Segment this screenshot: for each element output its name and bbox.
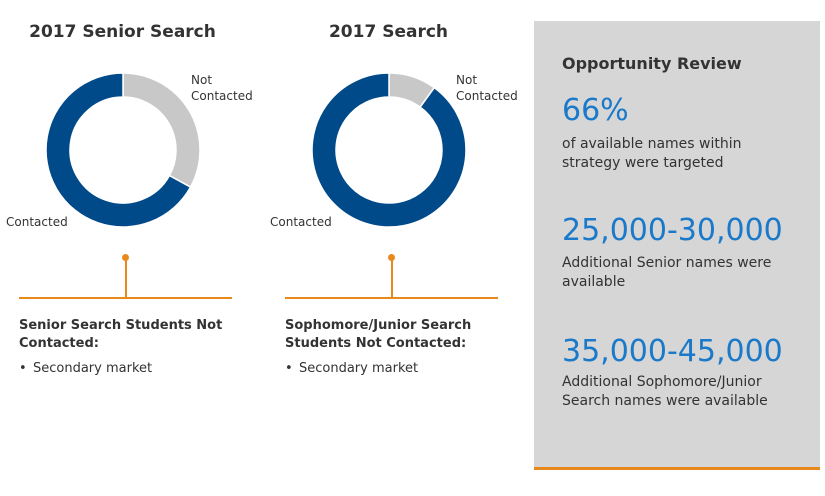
connector-rule <box>285 297 498 299</box>
soph-not-contacted-heading: Sophomore/Junior Search Students Not Con… <box>285 318 472 351</box>
chart-title-search: 2017 Search <box>328 22 449 42</box>
bullet-icon: • <box>19 361 27 376</box>
senior-not-contacted-heading: Senior Search Students Not Contacted: <box>19 318 223 351</box>
slice-contacted <box>311 72 467 228</box>
connector-line <box>390 258 393 298</box>
donut-chart-senior <box>45 72 201 228</box>
opportunity-review-panel: Opportunity Review 66% of available name… <box>534 21 820 470</box>
connector-dot <box>122 254 129 261</box>
stat-desc-senior: Additional Senior names were available <box>562 255 772 290</box>
stat-value-targeted: 66% <box>562 93 629 128</box>
soph-bullet-item: • Secondary market <box>285 361 418 376</box>
connector-line <box>124 258 127 298</box>
senior-bullet-item: • Secondary market <box>19 361 152 376</box>
stat-value-soph: 35,000-45,000 <box>562 334 783 369</box>
slice-label-contacted: Contacted <box>270 215 332 229</box>
slice-label-contacted: Contacted <box>6 215 68 229</box>
bullet-text: Secondary market <box>33 361 153 376</box>
stat-desc-targeted: of available names within strategy were … <box>562 136 742 171</box>
chart-title-senior: 2017 Senior Search <box>29 22 216 42</box>
connector-dot <box>388 254 395 261</box>
donut-chart-search <box>311 72 467 228</box>
slice-label-not-contacted: Not Contacted <box>191 73 253 103</box>
slice-label-not-contacted: Not Contacted <box>456 73 518 103</box>
panel-title: Opportunity Review <box>562 54 742 73</box>
connector-rule <box>19 297 232 299</box>
stat-value-senior: 25,000-30,000 <box>562 213 783 248</box>
slice-not-contacted <box>122 72 201 189</box>
bullet-text: Secondary market <box>299 361 419 376</box>
stat-desc-soph: Additional Sophomore/Junior Search names… <box>562 374 768 409</box>
bullet-icon: • <box>285 361 293 376</box>
slice-contacted <box>45 72 192 228</box>
